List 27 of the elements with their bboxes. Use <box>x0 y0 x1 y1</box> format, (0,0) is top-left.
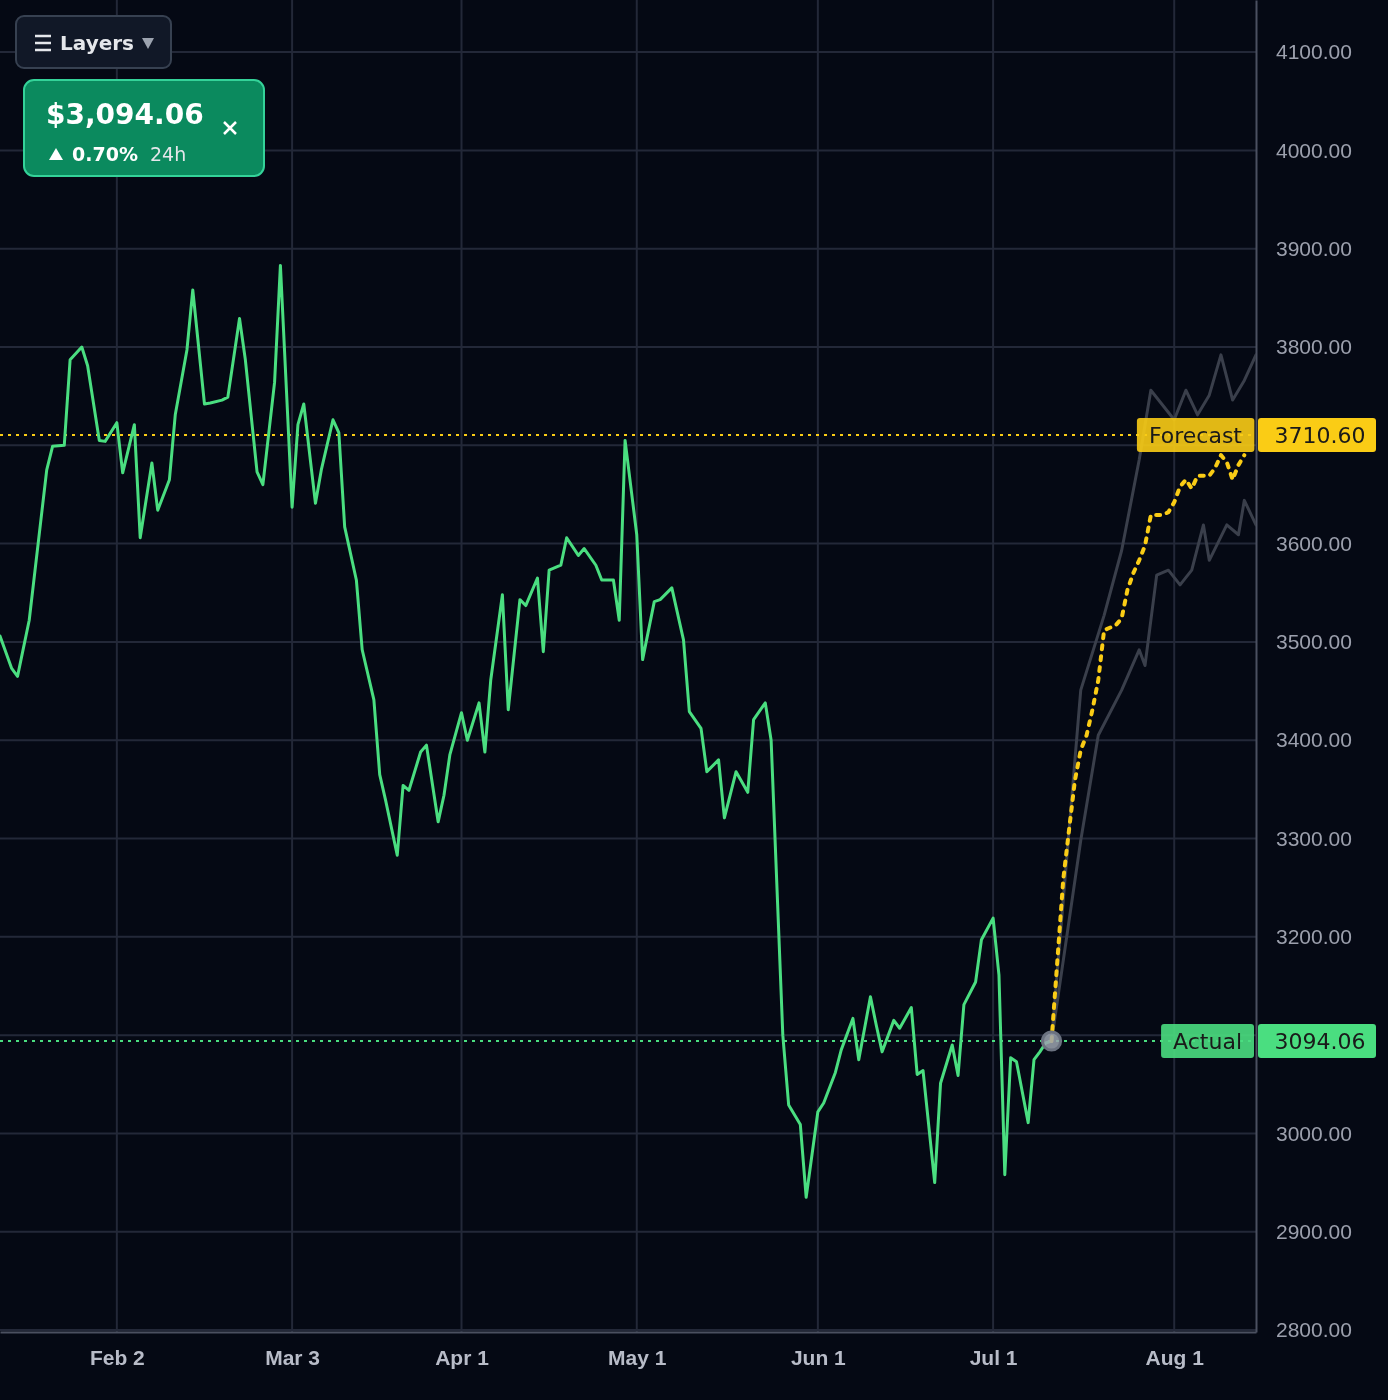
x-tick-label: May 1 <box>608 1345 667 1369</box>
y-tick-label: 4100.00 <box>1276 40 1352 64</box>
y-tick-label: 3300.00 <box>1276 826 1352 850</box>
y-tick-label: 3500.00 <box>1276 630 1352 654</box>
y-tick-label: 3200.00 <box>1276 925 1352 949</box>
y-tick-label: 4000.00 <box>1276 138 1352 162</box>
x-tick-label: Apr 1 <box>435 1345 490 1369</box>
annotation: 24h <box>150 143 187 165</box>
y-tick-label: 3400.00 <box>1276 728 1352 752</box>
y-tick-label: 2900.00 <box>1276 1219 1352 1243</box>
y-tick-label: 3900.00 <box>1276 236 1352 260</box>
y-tick-label: 3800.00 <box>1276 335 1352 359</box>
y-tick-label: 2800.00 <box>1276 1318 1352 1342</box>
y-tick-label: 3600.00 <box>1276 531 1352 555</box>
x-tick-label: Mar 3 <box>265 1345 321 1369</box>
annotation: Layers <box>60 31 134 55</box>
x-tick-label: Feb 2 <box>89 1345 145 1369</box>
text: 3094.06 <box>1274 1028 1366 1054</box>
y-tick-label: 3000.00 <box>1276 1121 1352 1145</box>
annotation: $3,094.06 <box>46 98 204 131</box>
x-tick-label: Jun 1 <box>790 1345 847 1369</box>
ref-line-label: Forecast <box>1148 422 1243 448</box>
ref-line-label: Actual <box>1173 1028 1242 1054</box>
text: 3710.60 <box>1274 422 1366 448</box>
annotation: 0.70% <box>72 143 138 165</box>
x-tick-label: Jul 1 <box>969 1345 1018 1369</box>
x-tick-label: Aug 1 <box>1145 1345 1205 1369</box>
